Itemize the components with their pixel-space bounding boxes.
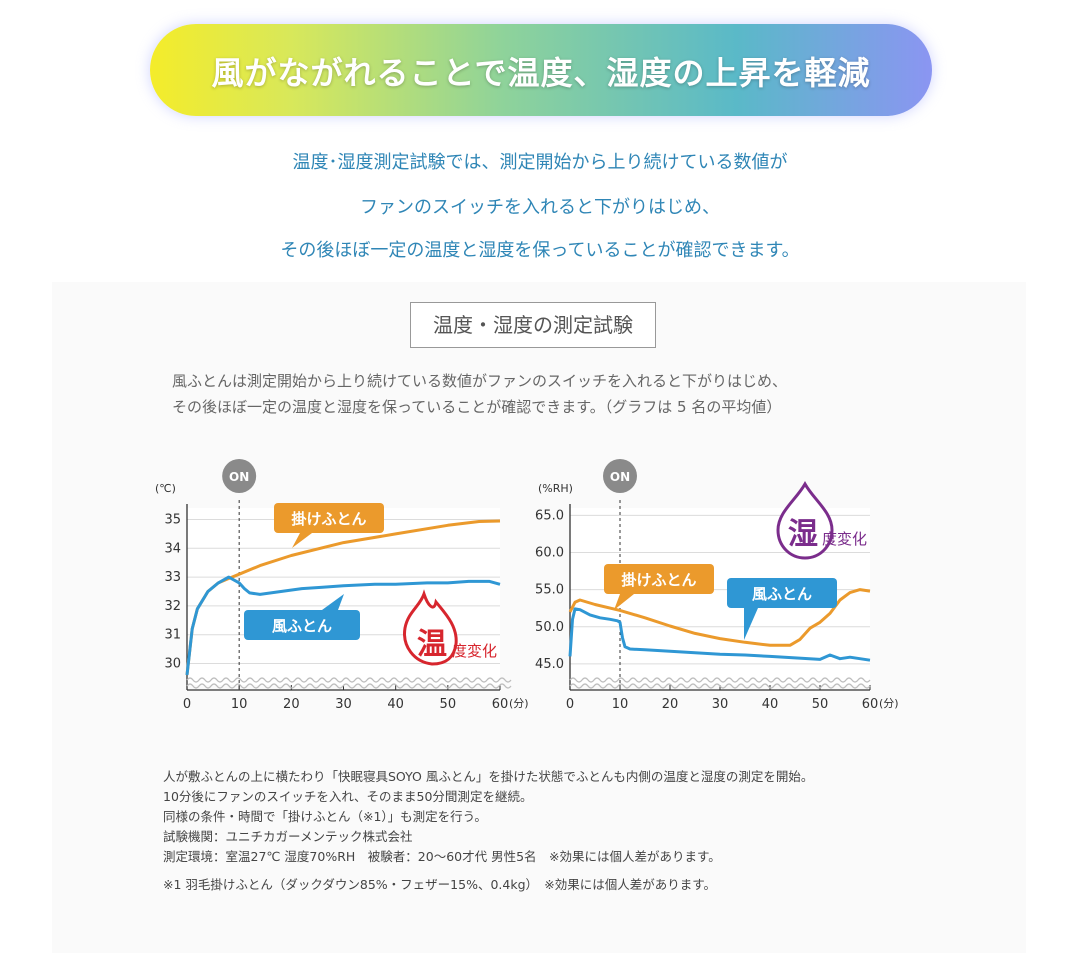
series-label-1: 風ふとん [272,617,332,635]
test-box-title: 温度・湿度の測定試験 [410,302,656,348]
y-tick-label: 55.0 [535,583,564,598]
y-unit-label: (℃) [155,482,176,495]
headline-title: 風がながれることで温度、湿度の上昇を軽減 [211,54,871,92]
badge-big-char: 湿 [788,517,818,552]
x-unit-label: (分) [509,697,529,710]
series-label-box-0 [274,503,384,533]
footnote: ※1 羽毛掛けふとん（ダックダウン85%・フェザー15%、0.4kg） ※効果に… [163,877,716,892]
on-marker-label: ON [610,470,630,484]
y-tick-label: 50.0 [535,620,564,635]
y-tick-label: 31 [164,628,181,643]
y-unit-label: (%RH) [538,482,573,495]
x-unit-label: (分) [879,697,899,710]
on-marker-label: ON [229,470,249,484]
x-tick-label: 60 [862,697,879,712]
axis-break [569,677,871,683]
badge-big-char: 温 [417,627,447,662]
x-tick-label: 40 [762,697,779,712]
x-tick-label: 10 [612,697,629,712]
y-tick-label: 33 [164,570,181,585]
x-tick-label: 20 [283,697,300,712]
x-tick-label: 50 [812,697,829,712]
series-label-0: 掛けふとん [621,571,696,589]
intro-line-2: ファンのスイッチを入れると下がりはじめ、 [360,197,720,218]
headline-banner: 風がながれることで温度、湿度の上昇を軽減 [150,24,932,116]
note-line-5: 測定環境：室温27℃ 湿度70%RH 被験者：20～60才代 男性5名 ※効果に… [163,849,721,864]
intro-line-3: その後ほぼ一定の温度と湿度を保っていることが確認できます。 [280,240,800,261]
x-tick-label: 40 [387,697,404,712]
series-line-0 [568,588,871,647]
note-line-1: 人が敷ふとんの上に横たわり「快眠寝具SOYO 風ふとん」を掛けた状態でふとんも内… [163,769,814,784]
series-label-pointer-1 [322,594,344,610]
series-line-1 [568,607,871,662]
series-label-0: 掛けふとん [291,510,366,528]
series-label-pointer-0 [614,594,634,610]
description-line-1: 風ふとんは測定開始から上り続けている数値がファンのスイッチを入れると下がりはじめ… [172,372,788,390]
x-tick-label: 50 [440,697,457,712]
x-tick-label: 10 [231,697,248,712]
on-marker-badge [222,459,257,493]
badge-icon [403,589,458,666]
note-line-2: 10分後にファンのスイッチを入れ、そのまま50分間測定を継続。 [163,789,533,804]
note-line-3: 同様の条件・時間で「掛けふとん（※1）」も測定を行う。 [163,809,487,824]
x-tick-label: 30 [712,697,729,712]
badge-small-text: 度変化 [822,530,867,548]
intro-line-1: 温度･湿度測定試験では、測定開始から上り続けている数値が [292,152,788,173]
series-label-1: 風ふとん [752,585,812,603]
badge-small-text: 度変化 [452,642,497,660]
axis-break [569,683,871,689]
series-label-box-1 [727,578,837,608]
series-label-box-0 [604,564,714,594]
series-label-pointer-0 [292,533,312,548]
series-label-box-1 [244,610,360,640]
description-line-2: その後ほぼ一定の温度と湿度を保っていることが確認できます。（グラフは 5 名の平… [172,398,782,416]
on-marker-badge [603,459,637,493]
y-tick-label: 45.0 [535,657,564,672]
axis-break [186,683,512,689]
axis-break [186,677,512,683]
y-tick-label: 34 [164,541,181,556]
series-line-1 [185,575,501,676]
x-tick-label: 20 [662,697,679,712]
badge-icon [776,480,834,560]
y-tick-label: 30 [164,656,181,671]
series-label-pointer-1 [744,608,758,640]
y-tick-label: 32 [164,599,181,614]
x-tick-label: 60 [492,697,509,712]
x-tick-label: 0 [566,697,574,712]
y-tick-label: 35 [164,513,181,528]
x-tick-label: 0 [183,697,191,712]
x-tick-label: 30 [335,697,352,712]
note-line-4: 試験機関：ユニチカガーメンテック株式会社 [163,829,413,844]
y-tick-label: 65.0 [535,508,564,523]
y-tick-label: 60.0 [535,546,564,561]
